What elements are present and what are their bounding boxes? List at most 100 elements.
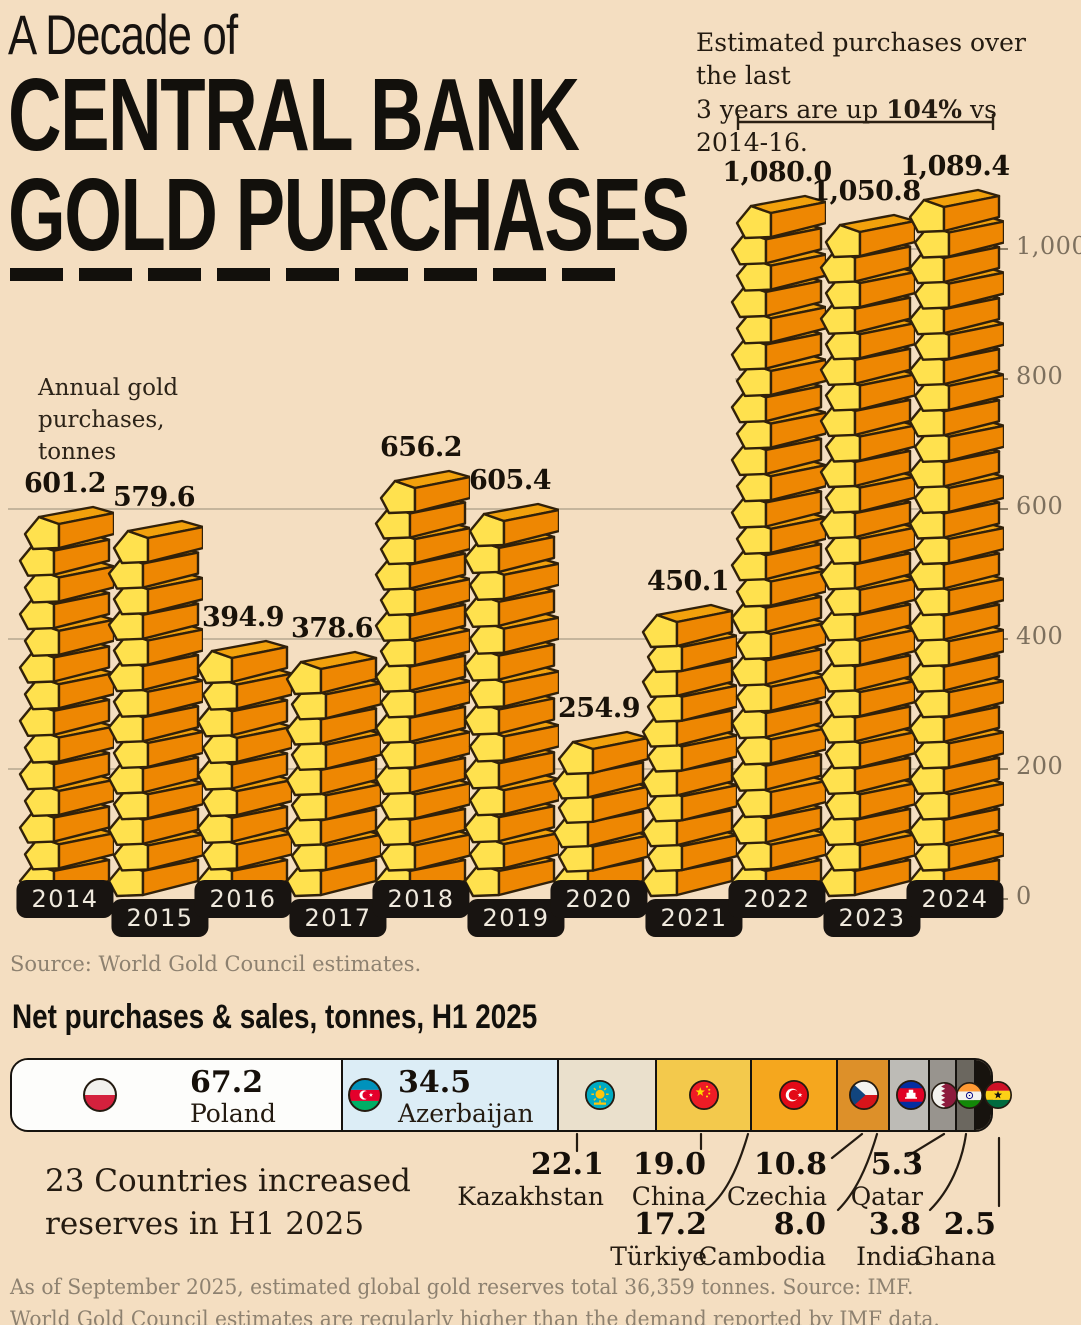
- ghana-flag-icon: [984, 1081, 1012, 1109]
- year-label-2015: 2015: [111, 899, 209, 937]
- year-label-2023: 2023: [823, 899, 921, 937]
- bar-value-label-2017: 378.6: [290, 613, 374, 644]
- footer-note: As of September 2025, estimated global g…: [10, 1272, 940, 1325]
- year-label-2021: 2021: [645, 899, 743, 937]
- y-axis-label: Annual gold purchases, tonnes: [38, 372, 178, 469]
- china-flag-icon: [689, 1080, 719, 1110]
- title-dash: [217, 268, 270, 281]
- title-dash: [355, 268, 408, 281]
- turkiye-name: Türkiye: [610, 1242, 707, 1271]
- gold-bar-stack-2018: [374, 469, 470, 898]
- countries-note-1: 23 Countries increased: [45, 1163, 411, 1199]
- gold-bar-stack-2015: [107, 519, 203, 898]
- gold-bar-stack-2024: [908, 188, 1004, 898]
- gold-bar-stack-2016: [196, 639, 292, 898]
- bar-value-label-2020: 254.9: [557, 693, 641, 724]
- country-label-czechia: 10.8 Czechia: [726, 1147, 827, 1211]
- year-label-2017: 2017: [289, 899, 387, 937]
- azerbaijan-flag-icon: [348, 1078, 382, 1112]
- segment-poland: [12, 1060, 341, 1130]
- china-value: 19.0: [632, 1147, 706, 1182]
- country-label-india: 3.8 India: [856, 1207, 921, 1271]
- country-label-turkiye: 17.2 Türkiye: [610, 1207, 707, 1271]
- title-eyebrow: A Decade of: [8, 3, 238, 66]
- poland-value: 67.2: [190, 1065, 264, 1100]
- year-label-2024: 2024: [906, 880, 1004, 918]
- annotation-bold-value: 104%: [886, 94, 963, 124]
- title-dash: [562, 268, 615, 281]
- countries-note: 23 Countries increased reserves in H1 20…: [45, 1160, 411, 1247]
- poland-flag-icon: [83, 1078, 117, 1112]
- bar-value-label-2021: 450.1: [646, 566, 730, 597]
- gold-bar-stack-2014: [18, 505, 114, 898]
- kazakhstan-flag-icon: [585, 1080, 615, 1110]
- y-axis-label-3: tonnes: [38, 439, 117, 466]
- annotation-line-1: Estimated purchases over the last: [696, 28, 1026, 91]
- azerbaijan-value: 34.5: [398, 1065, 472, 1100]
- bar-value-label-2023: 1,050.8: [811, 176, 921, 207]
- azerbaijan-name: Azerbaijan: [398, 1099, 534, 1128]
- bar-value-label-2022: 1,080.0: [722, 157, 832, 188]
- y-tick-label-600: 600: [1016, 492, 1064, 520]
- countries-note-2: reserves in H1 2025: [45, 1206, 365, 1243]
- y-tick-label-1000: 1,000: [1016, 232, 1081, 260]
- y-tick-label-800: 800: [1016, 362, 1064, 390]
- kazakhstan-name: Kazakhstan: [457, 1182, 604, 1211]
- gold-bar-stack-2022: [730, 194, 826, 898]
- bar-value-label-2014: 601.2: [23, 468, 107, 499]
- india-value: 3.8: [868, 1207, 921, 1242]
- y-tick-label-0: 0: [1016, 882, 1032, 910]
- bracket-last-3-years: [736, 114, 995, 130]
- source-note: Source: World Gold Council estimates.: [10, 952, 422, 976]
- cambodia-name: Cambodia: [698, 1242, 826, 1271]
- country-segmented-bar: 67.2 Poland 34.5 Azerbaijan: [10, 1058, 1012, 1132]
- year-label-2019: 2019: [467, 899, 565, 937]
- title-line-1: CENTRAL BANK: [8, 56, 580, 172]
- title-dash: [424, 268, 477, 281]
- country-label-ghana: 2.5 Ghana: [914, 1210, 996, 1270]
- qatar-flag-icon: [930, 1081, 958, 1109]
- china-name: China: [631, 1182, 706, 1211]
- gold-bar-stack-2021: [641, 603, 737, 898]
- country-label-china: 19.0 China: [631, 1147, 706, 1211]
- country-label-kazakhstan: 22.1 Kazakhstan: [457, 1147, 604, 1211]
- year-label-2020: 2020: [550, 880, 648, 918]
- czechia-flag-icon: [849, 1080, 879, 1110]
- poland-name: Poland: [190, 1099, 276, 1128]
- footer-line-1: As of September 2025, estimated global g…: [10, 1275, 914, 1299]
- year-label-2022: 2022: [728, 880, 826, 918]
- year-label-2014: 2014: [16, 880, 114, 918]
- y-tick-label-200: 200: [1016, 752, 1064, 780]
- turkiye-value: 17.2: [633, 1207, 707, 1242]
- title-dash: [10, 268, 63, 281]
- gridline-600: [8, 508, 992, 510]
- czechia-name: Czechia: [726, 1182, 827, 1211]
- title-dash: [493, 268, 546, 281]
- year-label-2016: 2016: [194, 880, 292, 918]
- gold-bar-stack-2017: [285, 650, 381, 898]
- title-dash: [148, 268, 201, 281]
- title-underline-dashes: [10, 268, 615, 281]
- india-name: India: [856, 1242, 921, 1271]
- gold-bar-stack-2019: [463, 502, 559, 898]
- kazakhstan-value: 22.1: [530, 1147, 604, 1182]
- page-title: A Decade of CENTRAL BANK GOLD PURCHASES: [8, 3, 953, 265]
- india-flag-icon: [955, 1081, 983, 1109]
- gold-bar-stack-2020: [552, 730, 648, 898]
- cambodia-value: 8.0: [773, 1207, 826, 1242]
- year-label-2018: 2018: [372, 880, 470, 918]
- inbar-label-poland: 67.2 Poland: [190, 1065, 276, 1128]
- country-label-qatar: 5.3 Qatar: [850, 1150, 923, 1211]
- y-tick-label-400: 400: [1016, 622, 1064, 650]
- gold-bar-stack-2023: [819, 213, 915, 898]
- czechia-value: 10.8: [753, 1147, 827, 1182]
- bar-value-label-2024: 1,089.4: [900, 151, 1010, 182]
- turkiye-flag-icon: [779, 1080, 809, 1110]
- annotation-line-2a: 3 years are up: [696, 94, 887, 124]
- cambodia-flag-icon: [896, 1080, 926, 1110]
- qatar-name: Qatar: [850, 1182, 923, 1211]
- title-dash: [286, 268, 339, 281]
- title-dash: [79, 268, 132, 281]
- inbar-label-azerbaijan: 34.5 Azerbaijan: [398, 1065, 534, 1128]
